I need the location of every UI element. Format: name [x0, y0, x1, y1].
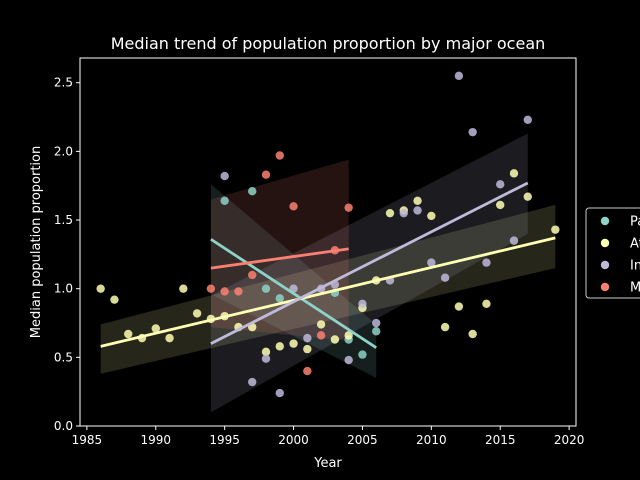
data-point	[275, 294, 284, 303]
data-point	[206, 284, 216, 293]
data-point	[261, 170, 271, 179]
data-point	[482, 258, 491, 267]
data-point	[344, 203, 353, 212]
data-point	[303, 366, 312, 376]
legend-box	[585, 207, 640, 299]
data-point	[496, 200, 505, 210]
data-point	[440, 322, 450, 332]
data-point	[165, 333, 174, 343]
data-point	[192, 309, 202, 318]
data-point	[372, 327, 381, 336]
data-point	[496, 180, 505, 189]
data-point	[289, 202, 298, 211]
x-axis: 1985 1990 1995 2000 2005 2010 2015 2020	[72, 426, 585, 447]
data-point	[234, 287, 243, 296]
data-point	[482, 299, 491, 308]
x-tick-label: 2005	[347, 433, 378, 447]
data-point	[454, 302, 464, 311]
data-point	[468, 329, 477, 339]
x-tick-label: 2020	[554, 433, 585, 447]
legend-label: Indian	[630, 259, 640, 274]
data-point	[344, 355, 353, 365]
legend-marker	[600, 260, 610, 270]
trend-line	[210, 181, 529, 345]
confidence-band	[100, 204, 556, 374]
data-point	[399, 208, 408, 218]
x-tick-label: 2010	[416, 433, 447, 447]
y-axis: 0.0 0.5 1.0 1.5 2.0 2.5	[54, 76, 80, 433]
data-point	[385, 208, 395, 218]
data-point	[261, 284, 271, 293]
plot-area	[96, 71, 560, 413]
legend-label: Atlantic	[630, 237, 640, 252]
data-point	[248, 186, 257, 196]
data-point	[220, 196, 229, 206]
legend-label: Pacific	[630, 215, 640, 230]
chart-title: Median trend of population proportion by…	[111, 34, 546, 53]
legend: Pacific Atlantic Indian M	[585, 207, 640, 299]
data-point	[413, 206, 422, 215]
y-tick-label: 1.5	[54, 213, 73, 227]
data-point	[330, 335, 340, 344]
x-tick-label: 2000	[278, 433, 309, 447]
data-point	[303, 344, 312, 354]
data-point	[261, 347, 271, 357]
trend-line	[100, 236, 556, 348]
data-point	[468, 127, 477, 137]
data-point	[124, 329, 133, 339]
data-point	[523, 192, 532, 201]
data-point	[248, 377, 257, 387]
data-point	[220, 171, 229, 181]
x-axis-label: Year	[313, 456, 342, 471]
data-point	[316, 320, 326, 329]
axes-frame	[79, 57, 577, 427]
data-point	[551, 225, 560, 234]
y-tick-label: 2.0	[54, 144, 73, 158]
trend-line	[210, 247, 349, 270]
legend-label: M	[630, 281, 640, 296]
data-point	[316, 331, 326, 340]
data-point	[358, 350, 367, 359]
x-tick-label: 1990	[141, 433, 172, 447]
data-point	[372, 318, 381, 328]
data-point	[454, 71, 464, 81]
confidence-band	[210, 184, 377, 378]
data-point	[248, 270, 257, 280]
x-tick-label: 1995	[209, 433, 240, 447]
data-point	[344, 331, 353, 340]
y-tick-label: 1.0	[54, 282, 73, 296]
y-axis-label: Median population proportion	[29, 146, 44, 338]
y-tick-label: 2.5	[54, 76, 73, 90]
data-point	[96, 284, 105, 293]
data-point	[151, 324, 160, 333]
data-point	[358, 299, 367, 308]
x-tick-label: 2015	[485, 433, 516, 447]
data-point	[440, 273, 450, 282]
data-point	[179, 284, 188, 293]
y-tick-label: 0.5	[54, 350, 73, 364]
legend-marker	[600, 216, 610, 226]
data-point	[110, 295, 119, 304]
data-point	[509, 236, 519, 245]
trend-line	[210, 238, 377, 349]
data-point	[427, 211, 436, 221]
data-point	[303, 333, 312, 343]
x-tick-label: 1985	[72, 433, 103, 447]
legend-marker	[600, 282, 610, 292]
data-point	[275, 388, 284, 398]
legend-marker	[600, 238, 610, 248]
data-point	[220, 287, 229, 296]
data-point	[413, 196, 422, 206]
data-point	[275, 151, 284, 160]
y-tick-label: 0.0	[54, 419, 73, 433]
data-point	[523, 115, 532, 124]
data-point	[289, 339, 298, 348]
data-point	[275, 342, 284, 351]
data-point	[509, 169, 519, 178]
data-point	[261, 354, 271, 363]
data-point	[427, 258, 436, 267]
